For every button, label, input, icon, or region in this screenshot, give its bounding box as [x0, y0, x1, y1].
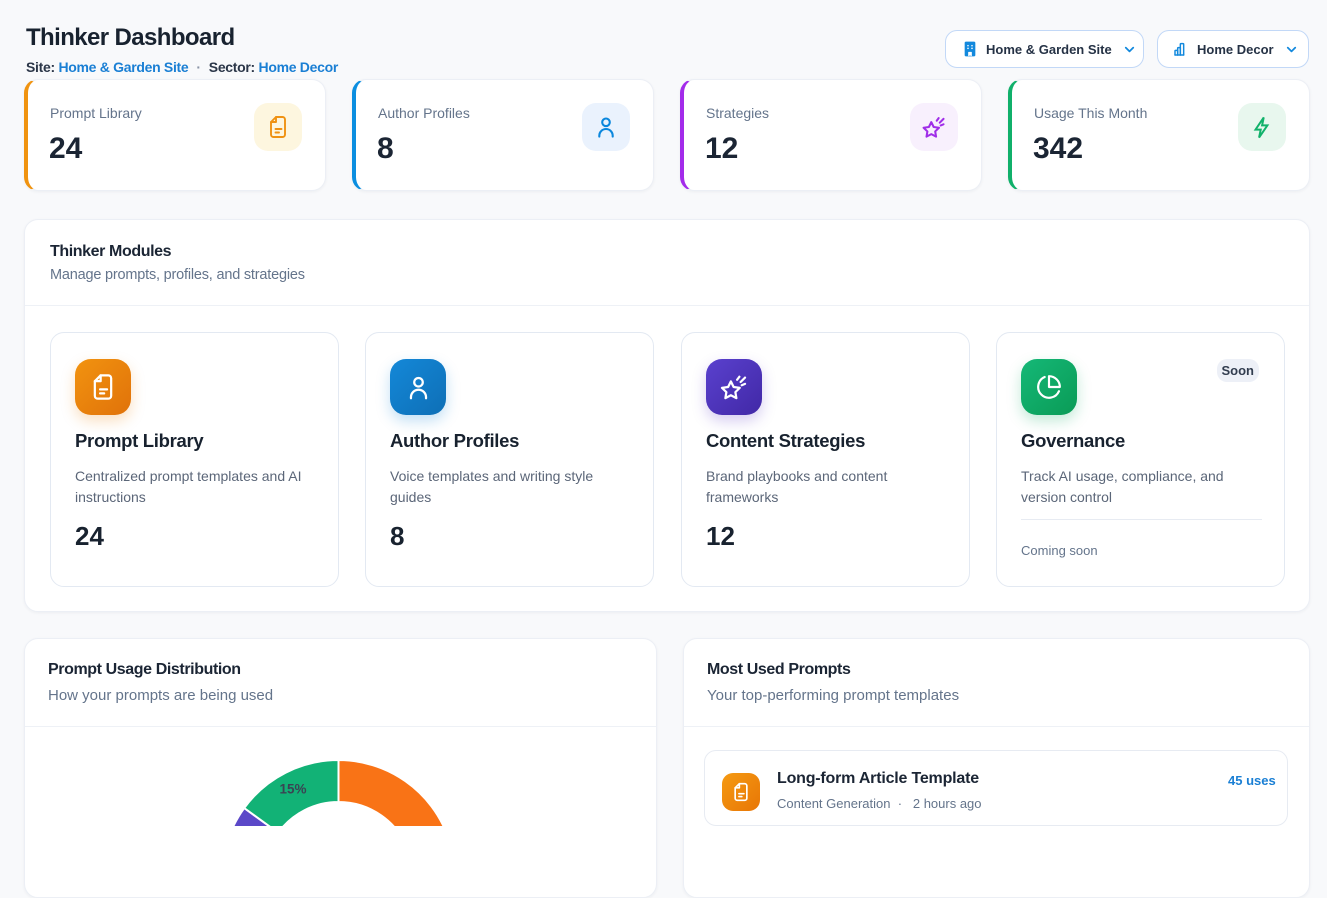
svg-text:15%: 15% [279, 782, 306, 797]
